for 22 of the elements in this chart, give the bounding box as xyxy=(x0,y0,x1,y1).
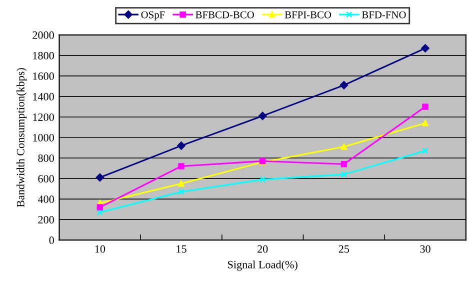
y-tick-label: 600 xyxy=(38,174,54,182)
y-tick-label: 2000 xyxy=(32,31,54,39)
legend-label: BFBCD-BCO xyxy=(196,11,254,18)
x-axis-title: Signal Load(%) xyxy=(228,260,298,271)
y-tick-label: 0 xyxy=(49,236,54,244)
legend-label: BFPI-BCO xyxy=(284,11,332,18)
y-tick-label: 1200 xyxy=(33,113,54,121)
y-tick-label: 200 xyxy=(38,216,54,224)
x-tick-label: 25 xyxy=(338,245,350,253)
x-tick-label: 20 xyxy=(258,245,268,253)
legend-label: BFD-FNO xyxy=(362,11,406,18)
x-tick-label: 30 xyxy=(420,245,430,253)
y-tick-label: 1600 xyxy=(33,72,54,80)
y-tick-label: 1000 xyxy=(33,134,54,142)
legend-label: OSpF xyxy=(141,11,165,20)
y-tick-label: 1800 xyxy=(33,52,54,60)
y-tick-label: 400 xyxy=(38,196,54,204)
x-tick-label: 10 xyxy=(95,245,106,253)
x-tick-label: 15 xyxy=(176,245,186,253)
y-axis-title: Bandwidth Consumption(kbps) xyxy=(16,68,27,208)
y-tick-label: 1400 xyxy=(33,92,54,100)
y-tick-label: 800 xyxy=(38,154,54,162)
